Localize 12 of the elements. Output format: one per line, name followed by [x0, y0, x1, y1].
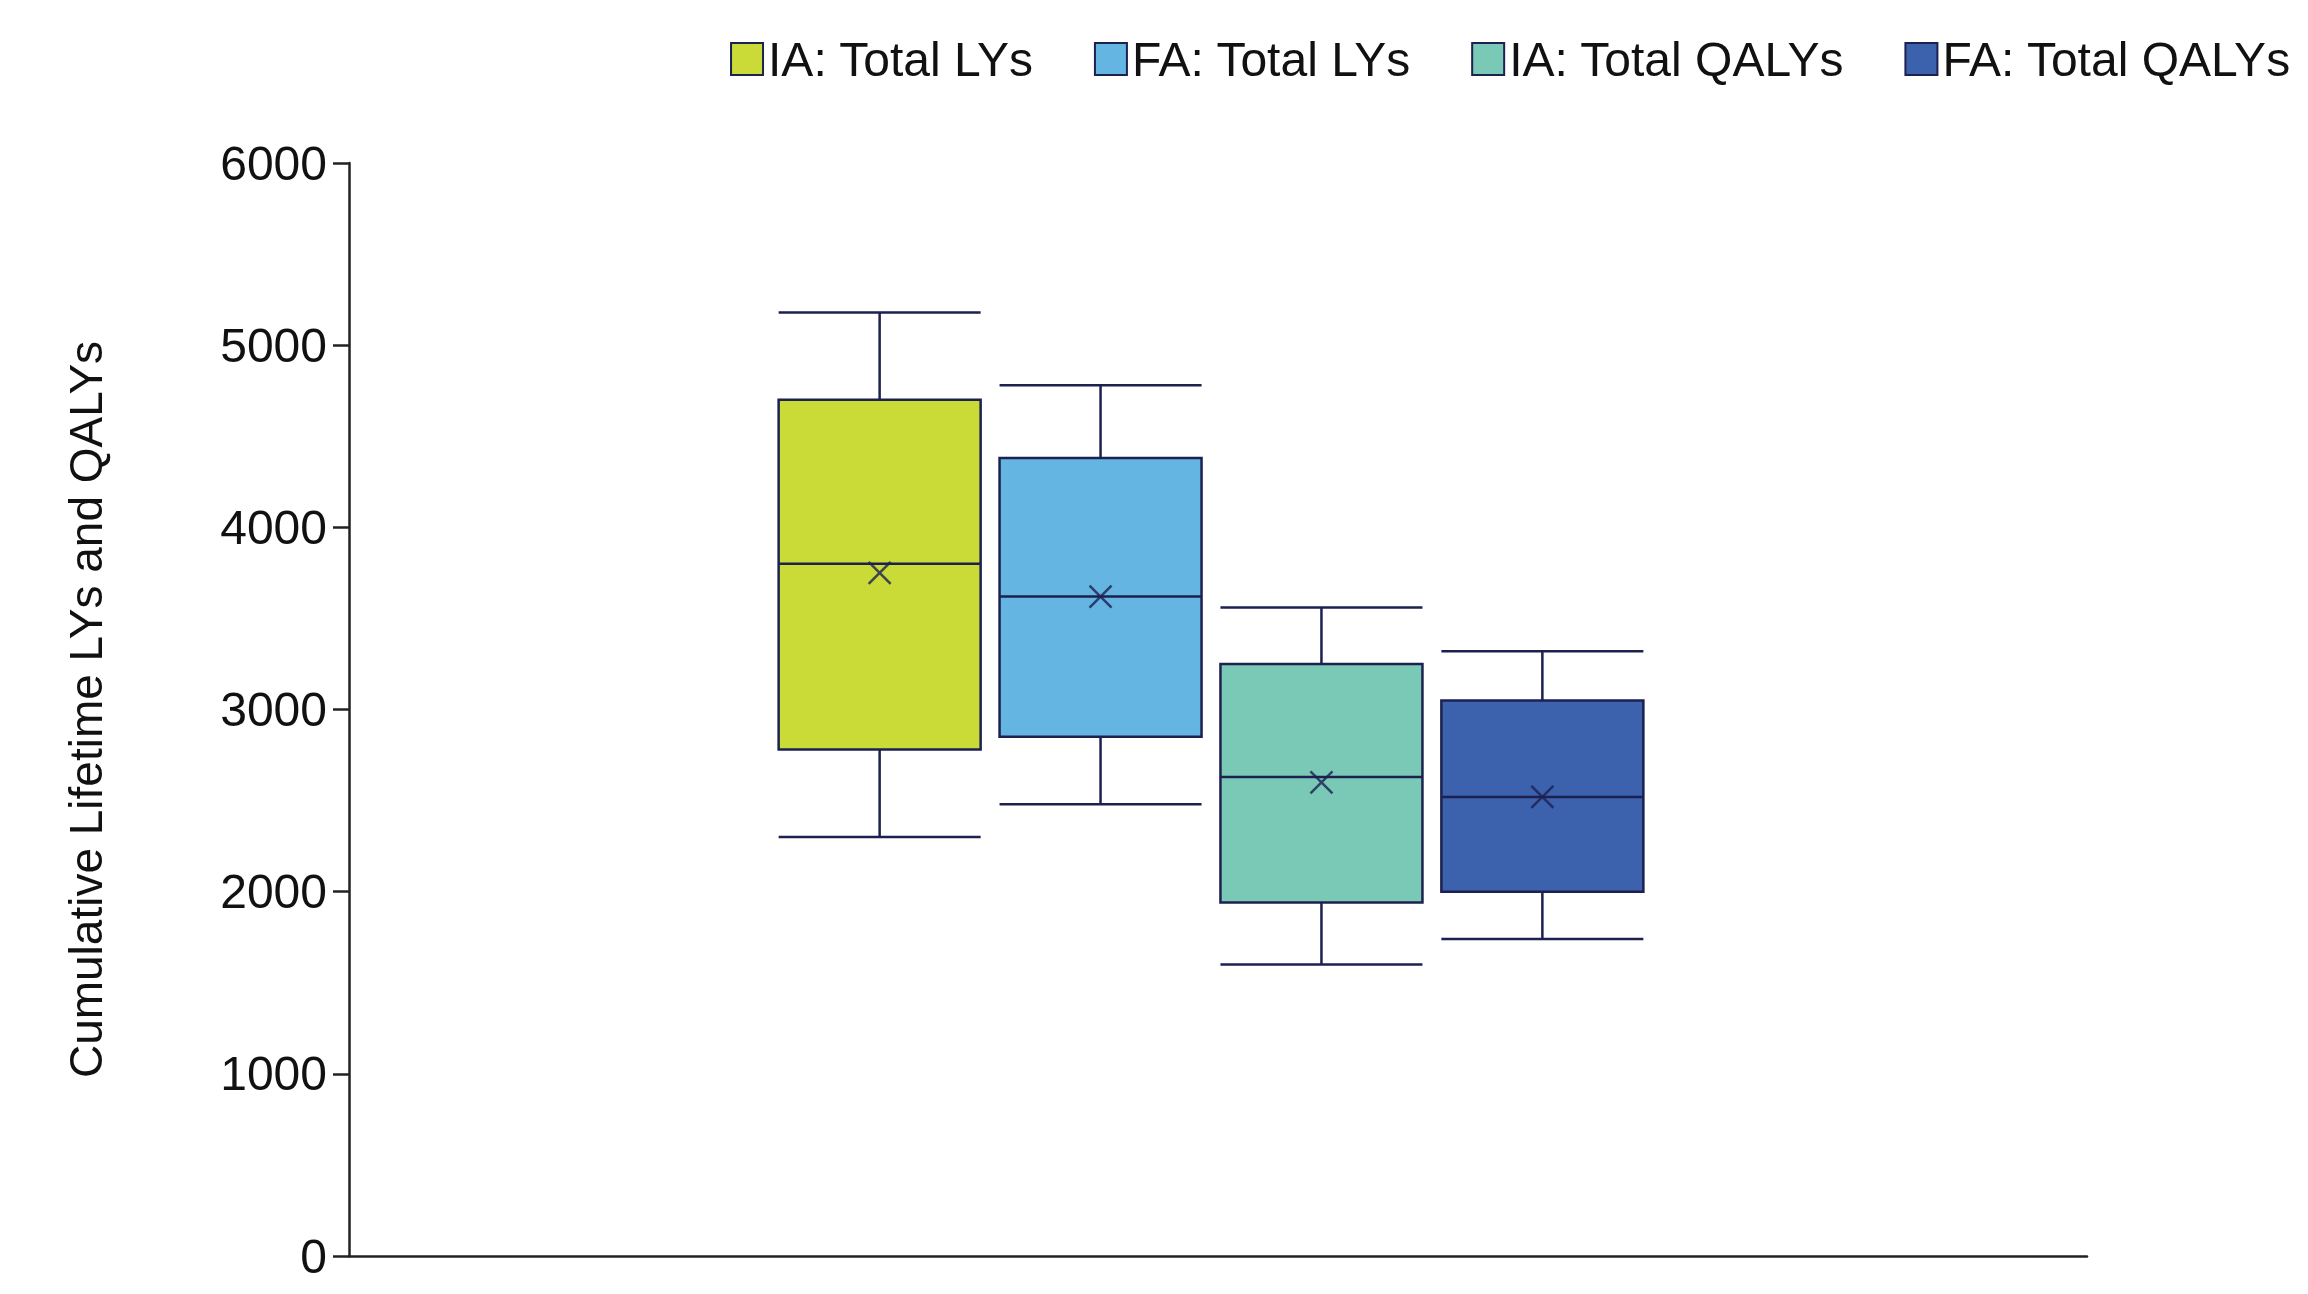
- y-tick-label: 3000: [220, 683, 327, 736]
- y-tick-label: 4000: [220, 500, 327, 554]
- y-tick-label: 1000: [220, 1047, 327, 1101]
- y-tick-label: 5000: [220, 318, 327, 372]
- y-tick-label: 0: [300, 1229, 327, 1283]
- legend-label: FA: Total QALYs: [1942, 32, 2291, 86]
- legend-label: IA: Total QALYs: [1509, 32, 1844, 86]
- legend-label: FA: Total LYs: [1131, 32, 1411, 86]
- y-axis-title: Cumulative Lifetime LYs and QALYs: [60, 340, 112, 1079]
- y-tick-label: 2000: [220, 865, 327, 919]
- y-tick-label: 6000: [220, 136, 327, 190]
- legend-label: IA: Total LYs: [768, 32, 1034, 86]
